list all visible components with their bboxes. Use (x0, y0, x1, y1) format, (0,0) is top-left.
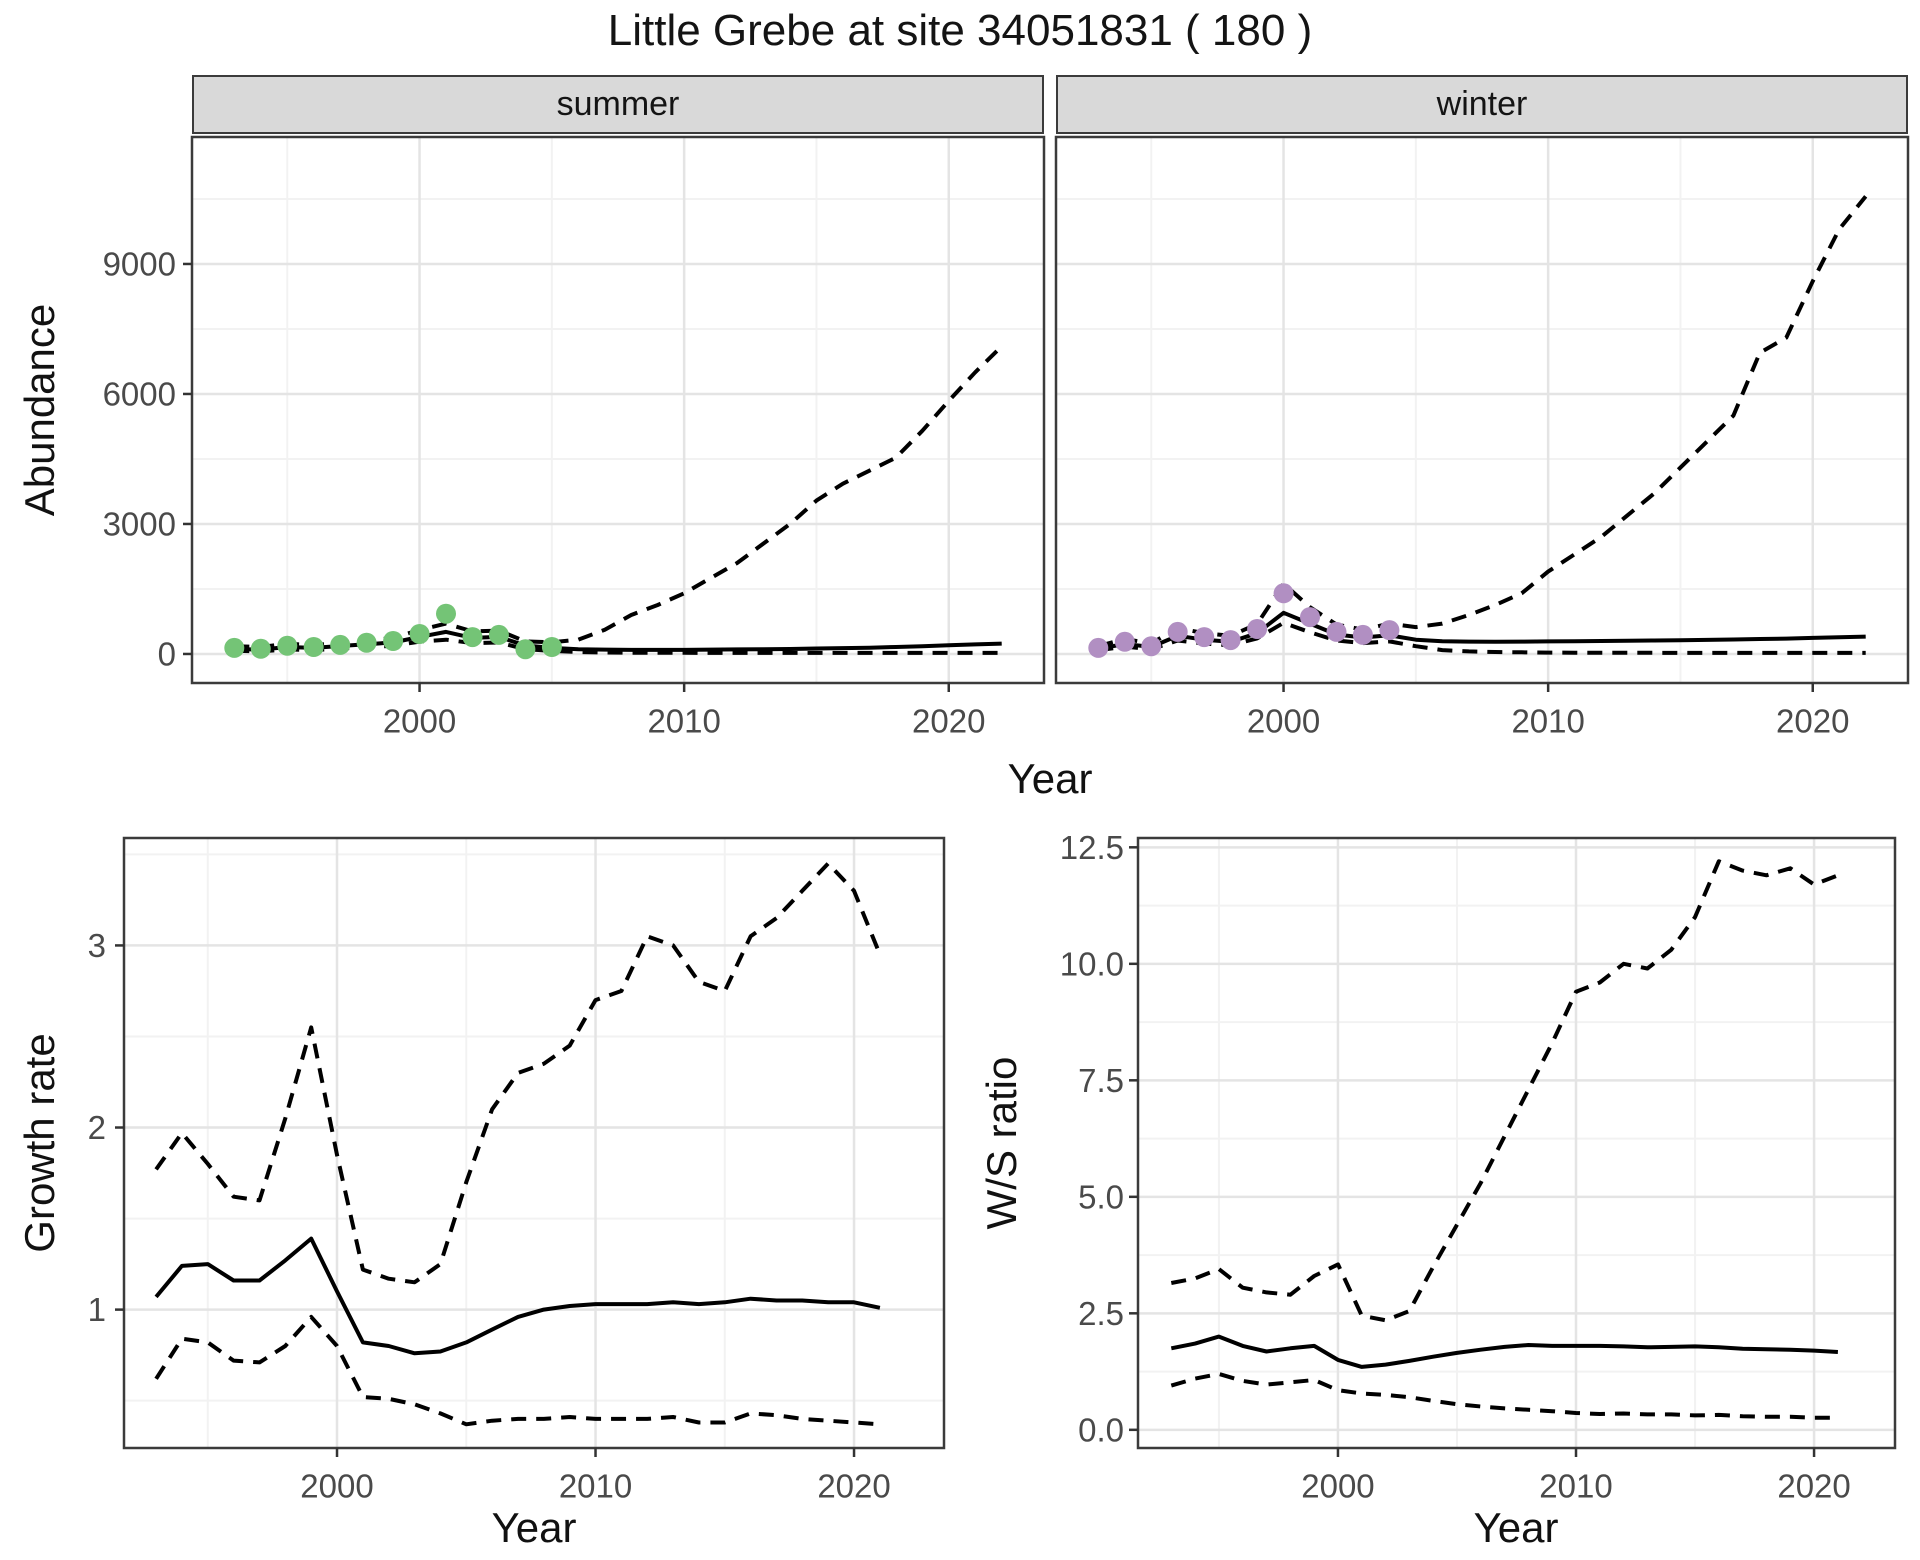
winter-data-point (1273, 583, 1294, 604)
winter-x-axis: 2000 2010 2020 (1247, 683, 1849, 740)
winter-data-point (1326, 621, 1347, 642)
ws-y-tick-label: 7.5 (1078, 1062, 1124, 1099)
ws-x-tick-label: 2020 (1777, 1468, 1850, 1505)
ws-y-tick-label: 2.5 (1078, 1295, 1124, 1332)
summer-panel-border (190, 135, 1046, 685)
summer-data-point (330, 634, 351, 655)
summer-panel-background (192, 137, 1044, 683)
winter-data-point (1220, 630, 1241, 651)
winter-grid-minor (1056, 137, 1908, 683)
growth-upper-ci-line (154, 861, 882, 1285)
panel-winter: 2000 2010 2020 (1054, 135, 1910, 740)
summer-data-point (436, 603, 456, 624)
panel-ws: 2000 2010 2020 0.0 2.5 5.0 7.5 10.0 12.5 (1060, 829, 1897, 1505)
summer-data-point (250, 638, 271, 659)
growth-x-tick-label: 2000 (300, 1468, 373, 1505)
ws-grid-minor (1138, 838, 1895, 1448)
ws-x-tick-label: 2010 (1539, 1468, 1612, 1505)
summer-data-point (383, 631, 404, 651)
year-x-axis-title-growth: Year (491, 1504, 577, 1551)
growth-panel-background (124, 838, 944, 1448)
summer-y-tick-label: 0 (158, 635, 176, 672)
facet-strip-winter-label: winter (1436, 85, 1528, 123)
summer-data-point (515, 639, 536, 660)
summer-data-point (303, 637, 324, 657)
facet-strip-summer: summer (192, 75, 1044, 134)
winter-data-point (1114, 631, 1135, 652)
winter-data-point (1352, 624, 1373, 645)
year-x-axis-title-top: Year (1007, 755, 1093, 802)
winter-data-points (1088, 583, 1400, 658)
winter-data-point (1300, 607, 1320, 628)
summer-y-tick-label: 3000 (103, 505, 176, 542)
ws-panel-background (1138, 838, 1895, 1448)
summer-y-tick-label: 9000 (103, 245, 176, 282)
summer-grid-minor (192, 137, 1044, 683)
growth-y-axis: 1 2 3 (88, 927, 124, 1328)
ws-y-tick-label: 5.0 (1078, 1178, 1124, 1215)
growth-x-tick-label: 2010 (559, 1468, 632, 1505)
ws-x-axis: 2000 2010 2020 (1301, 1448, 1851, 1505)
growth-median-line (154, 1236, 881, 1356)
growth-x-tick-label: 2020 (817, 1468, 890, 1505)
summer-data-point (462, 627, 483, 648)
year-x-axis-title-ws: Year (1473, 1504, 1559, 1551)
ws-lower-ci-line (1170, 1371, 1838, 1420)
winter-x-tick-label: 2000 (1247, 703, 1320, 740)
summer-data-points (224, 603, 562, 660)
summer-data-point (224, 637, 245, 658)
summer-x-tick-label: 2020 (912, 703, 985, 740)
summer-x-tick-label: 2000 (383, 703, 456, 740)
growth-y-tick-label: 2 (88, 1109, 106, 1146)
panel-summer: 2000 2010 2020 0 3000 6000 9000 (103, 135, 1046, 740)
summer-x-axis: 2000 2010 2020 (383, 683, 985, 740)
ws-median-line (1170, 1334, 1839, 1369)
winter-data-point (1247, 619, 1268, 639)
growth-y-tick-label: 1 (88, 1291, 106, 1328)
summer-data-point (356, 632, 377, 653)
ws-y-tick-label: 12.5 (1060, 829, 1124, 866)
growth-lower-ci-line (154, 1314, 881, 1427)
panel-growth: 2000 2010 2020 1 2 3 (88, 836, 946, 1505)
winter-panel-background (1056, 137, 1908, 683)
summer-y-axis: 0 3000 6000 9000 (103, 245, 192, 672)
winter-data-point (1167, 621, 1188, 642)
growth-grid-major (124, 838, 944, 1448)
winter-x-tick-label: 2010 (1511, 703, 1584, 740)
ws-y-tick-label: 0.0 (1078, 1411, 1124, 1448)
summer-data-point (541, 637, 562, 657)
ws-panel-border (1136, 836, 1897, 1450)
plot-title: Little Grebe at site 34051831 ( 180 ) (607, 6, 1313, 55)
summer-x-tick-label: 2010 (647, 703, 720, 740)
summer-data-point (277, 635, 298, 656)
facet-strip-summer-label: summer (556, 85, 680, 123)
growth-x-axis: 2000 2010 2020 (300, 1448, 891, 1505)
winter-data-point (1194, 627, 1215, 648)
winter-panel-border (1054, 135, 1910, 685)
summer-data-point (409, 624, 430, 644)
ws-x-tick-label: 2000 (1301, 1468, 1374, 1505)
facet-strip-winter: winter (1056, 75, 1908, 134)
summer-y-tick-label: 6000 (103, 375, 176, 412)
growth-grid-minor (124, 838, 944, 1448)
growth-y-tick-label: 3 (88, 927, 106, 964)
winter-data-point (1088, 637, 1109, 658)
summer-data-point (488, 624, 509, 645)
winter-data-point (1141, 636, 1162, 657)
winter-data-point (1379, 620, 1400, 641)
growth-panel-border (122, 836, 946, 1450)
winter-x-tick-label: 2020 (1776, 703, 1849, 740)
ws-y-axis: 0.0 2.5 5.0 7.5 10.0 12.5 (1060, 829, 1138, 1448)
ws-y-tick-label: 10.0 (1060, 945, 1124, 982)
